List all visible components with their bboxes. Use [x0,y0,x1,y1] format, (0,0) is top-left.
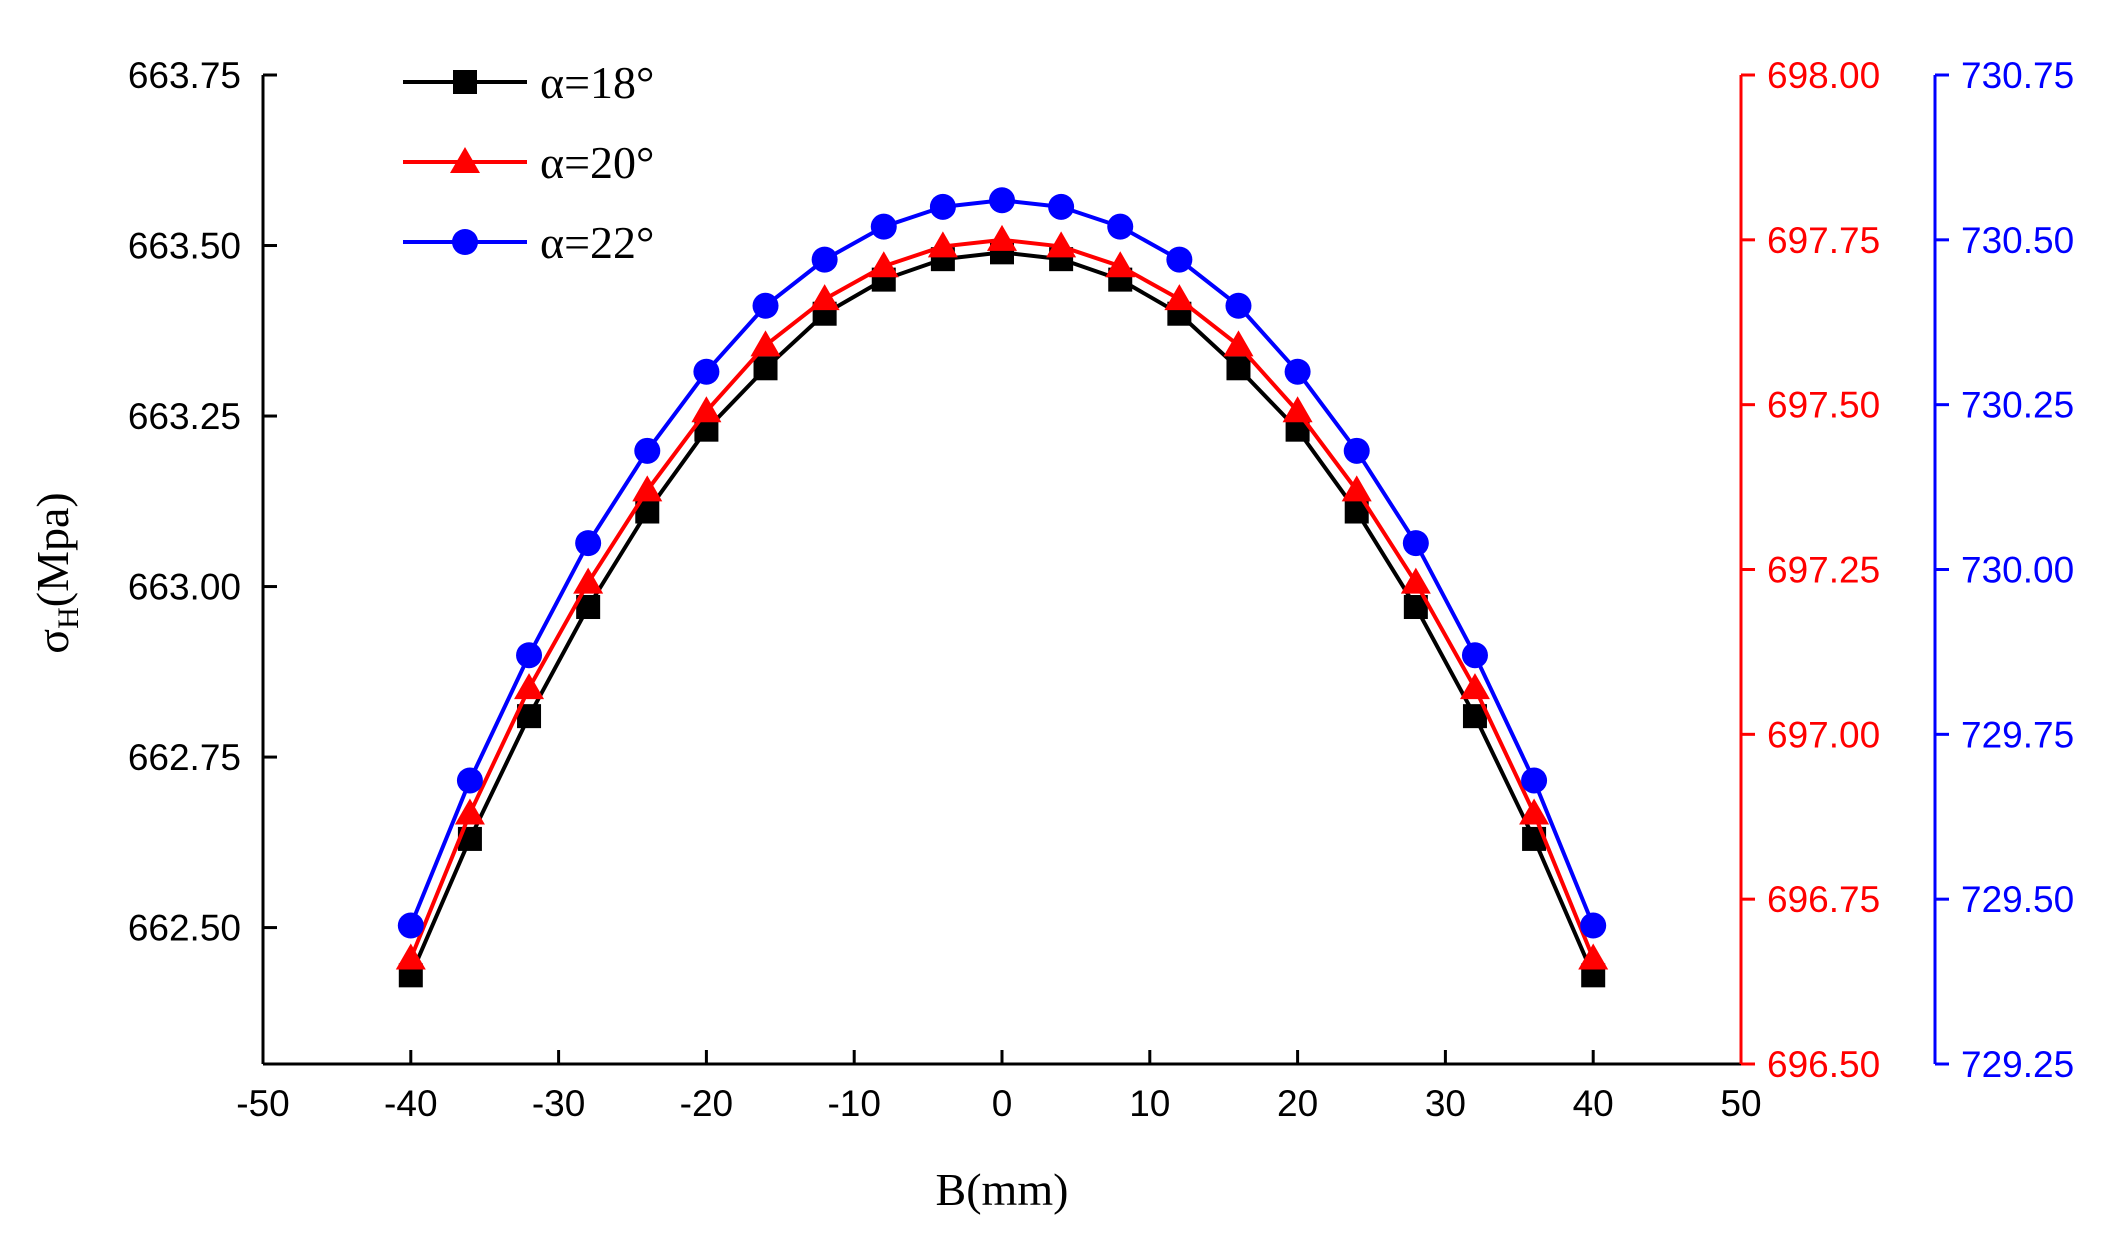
plot-frame [261,75,1741,1066]
right1-tick-label: 698.00 [1767,55,1880,96]
x-tick-label: 40 [1573,1083,1614,1124]
right2-tick-label: 730.25 [1961,385,2074,426]
data-point [1461,642,1488,669]
data-point [989,187,1015,214]
x-tick-label: 30 [1425,1083,1466,1124]
data-point [1521,767,1548,794]
x-tick-label: -50 [236,1083,289,1124]
data-point [868,251,899,278]
data-point [1400,567,1431,594]
legend-marker [452,229,478,255]
legend-label: α=18° [540,57,654,108]
y-axis-title: σH(Mpa) [27,492,85,653]
legend-label: α=20° [540,137,654,188]
data-point [693,358,720,385]
data-point [454,798,485,825]
data-point [1048,193,1075,220]
legend-marker [450,147,480,173]
right2-tick-label: 729.25 [1961,1044,2074,1085]
data-point [573,567,604,594]
right2-tick-label: 729.75 [1961,714,2074,755]
data-point [514,673,545,700]
data-point [1343,437,1370,464]
data-point [752,292,779,319]
right2-tick-label: 730.00 [1961,550,2074,591]
x-tick-label: -10 [827,1083,880,1124]
right2-tick-label: 730.75 [1961,55,2074,96]
x-tick-label: 50 [1720,1083,1761,1124]
x-tick-label: 10 [1129,1083,1170,1124]
data-point [750,330,781,357]
right1-tick-label: 697.50 [1767,385,1880,426]
left-y-tick-label: 663.50 [128,226,241,267]
legend-item: α=18° [403,57,654,108]
series-2 [395,224,1609,970]
legend-marker [453,70,477,94]
data-point [753,356,778,381]
right2-tick-label: 729.50 [1961,879,2074,920]
x-tick-label: 20 [1277,1083,1318,1124]
right1-tick-label: 696.50 [1767,1044,1880,1085]
legend-item: α=22° [403,217,654,268]
data-point [1225,292,1252,319]
right1-tick-label: 697.75 [1767,220,1880,261]
x-axis-title: B(mm) [936,1164,1069,1215]
x-tick-label: -20 [680,1083,733,1124]
data-point [1046,231,1077,258]
data-point [575,530,602,557]
data-point [1402,530,1429,557]
series-3 [397,187,1607,939]
data-point [809,284,840,311]
right1-tick-label: 696.75 [1767,879,1880,920]
data-point [691,396,722,423]
data-point [1166,246,1193,273]
data-point [1459,673,1490,700]
data-point [1341,475,1372,502]
left-y-tick-label: 662.75 [128,737,241,778]
left-y-tick-label: 663.75 [128,55,241,96]
x-tick-label: -40 [384,1083,437,1124]
left-y-tick-label: 663.00 [128,567,241,608]
data-point [987,224,1017,251]
data-point [1164,284,1195,311]
legend: α=18° α=20° α=22° [403,57,654,268]
data-point [870,213,897,240]
data-point [456,767,483,794]
data-point [811,246,838,273]
axes-group: -50 -40 -30 -20 -10 0 10 20 30 40 50 662.50 662.75 66… [128,55,2074,1124]
right2-tick-label: 730.50 [1961,220,2074,261]
right1-tick-label: 697.25 [1767,550,1880,591]
series-1 [398,240,1606,988]
left-y-tick-label: 662.50 [128,908,241,949]
series-line [408,198,1596,927]
data-point [1580,912,1607,939]
x-tick-label: 0 [992,1083,1013,1124]
data-point [395,943,426,970]
data-point [1226,356,1251,381]
data-point [397,912,424,939]
data-point [1282,396,1313,423]
data-point [632,475,663,502]
legend-item: α=20° [403,137,654,188]
data-point [927,231,958,258]
data-point [929,193,956,220]
series-group [395,187,1609,988]
data-point [1223,330,1254,357]
right1-tick-label: 697.00 [1767,714,1880,755]
data-point [1107,213,1134,240]
legend-label: α=22° [540,217,654,268]
data-point [1105,251,1136,278]
left-y-tick-label: 663.25 [128,396,241,437]
data-point [1519,798,1550,825]
data-point [1578,943,1609,970]
x-tick-label: -30 [532,1083,585,1124]
data-point [1284,358,1311,385]
data-point [634,437,661,464]
data-point [516,642,543,669]
